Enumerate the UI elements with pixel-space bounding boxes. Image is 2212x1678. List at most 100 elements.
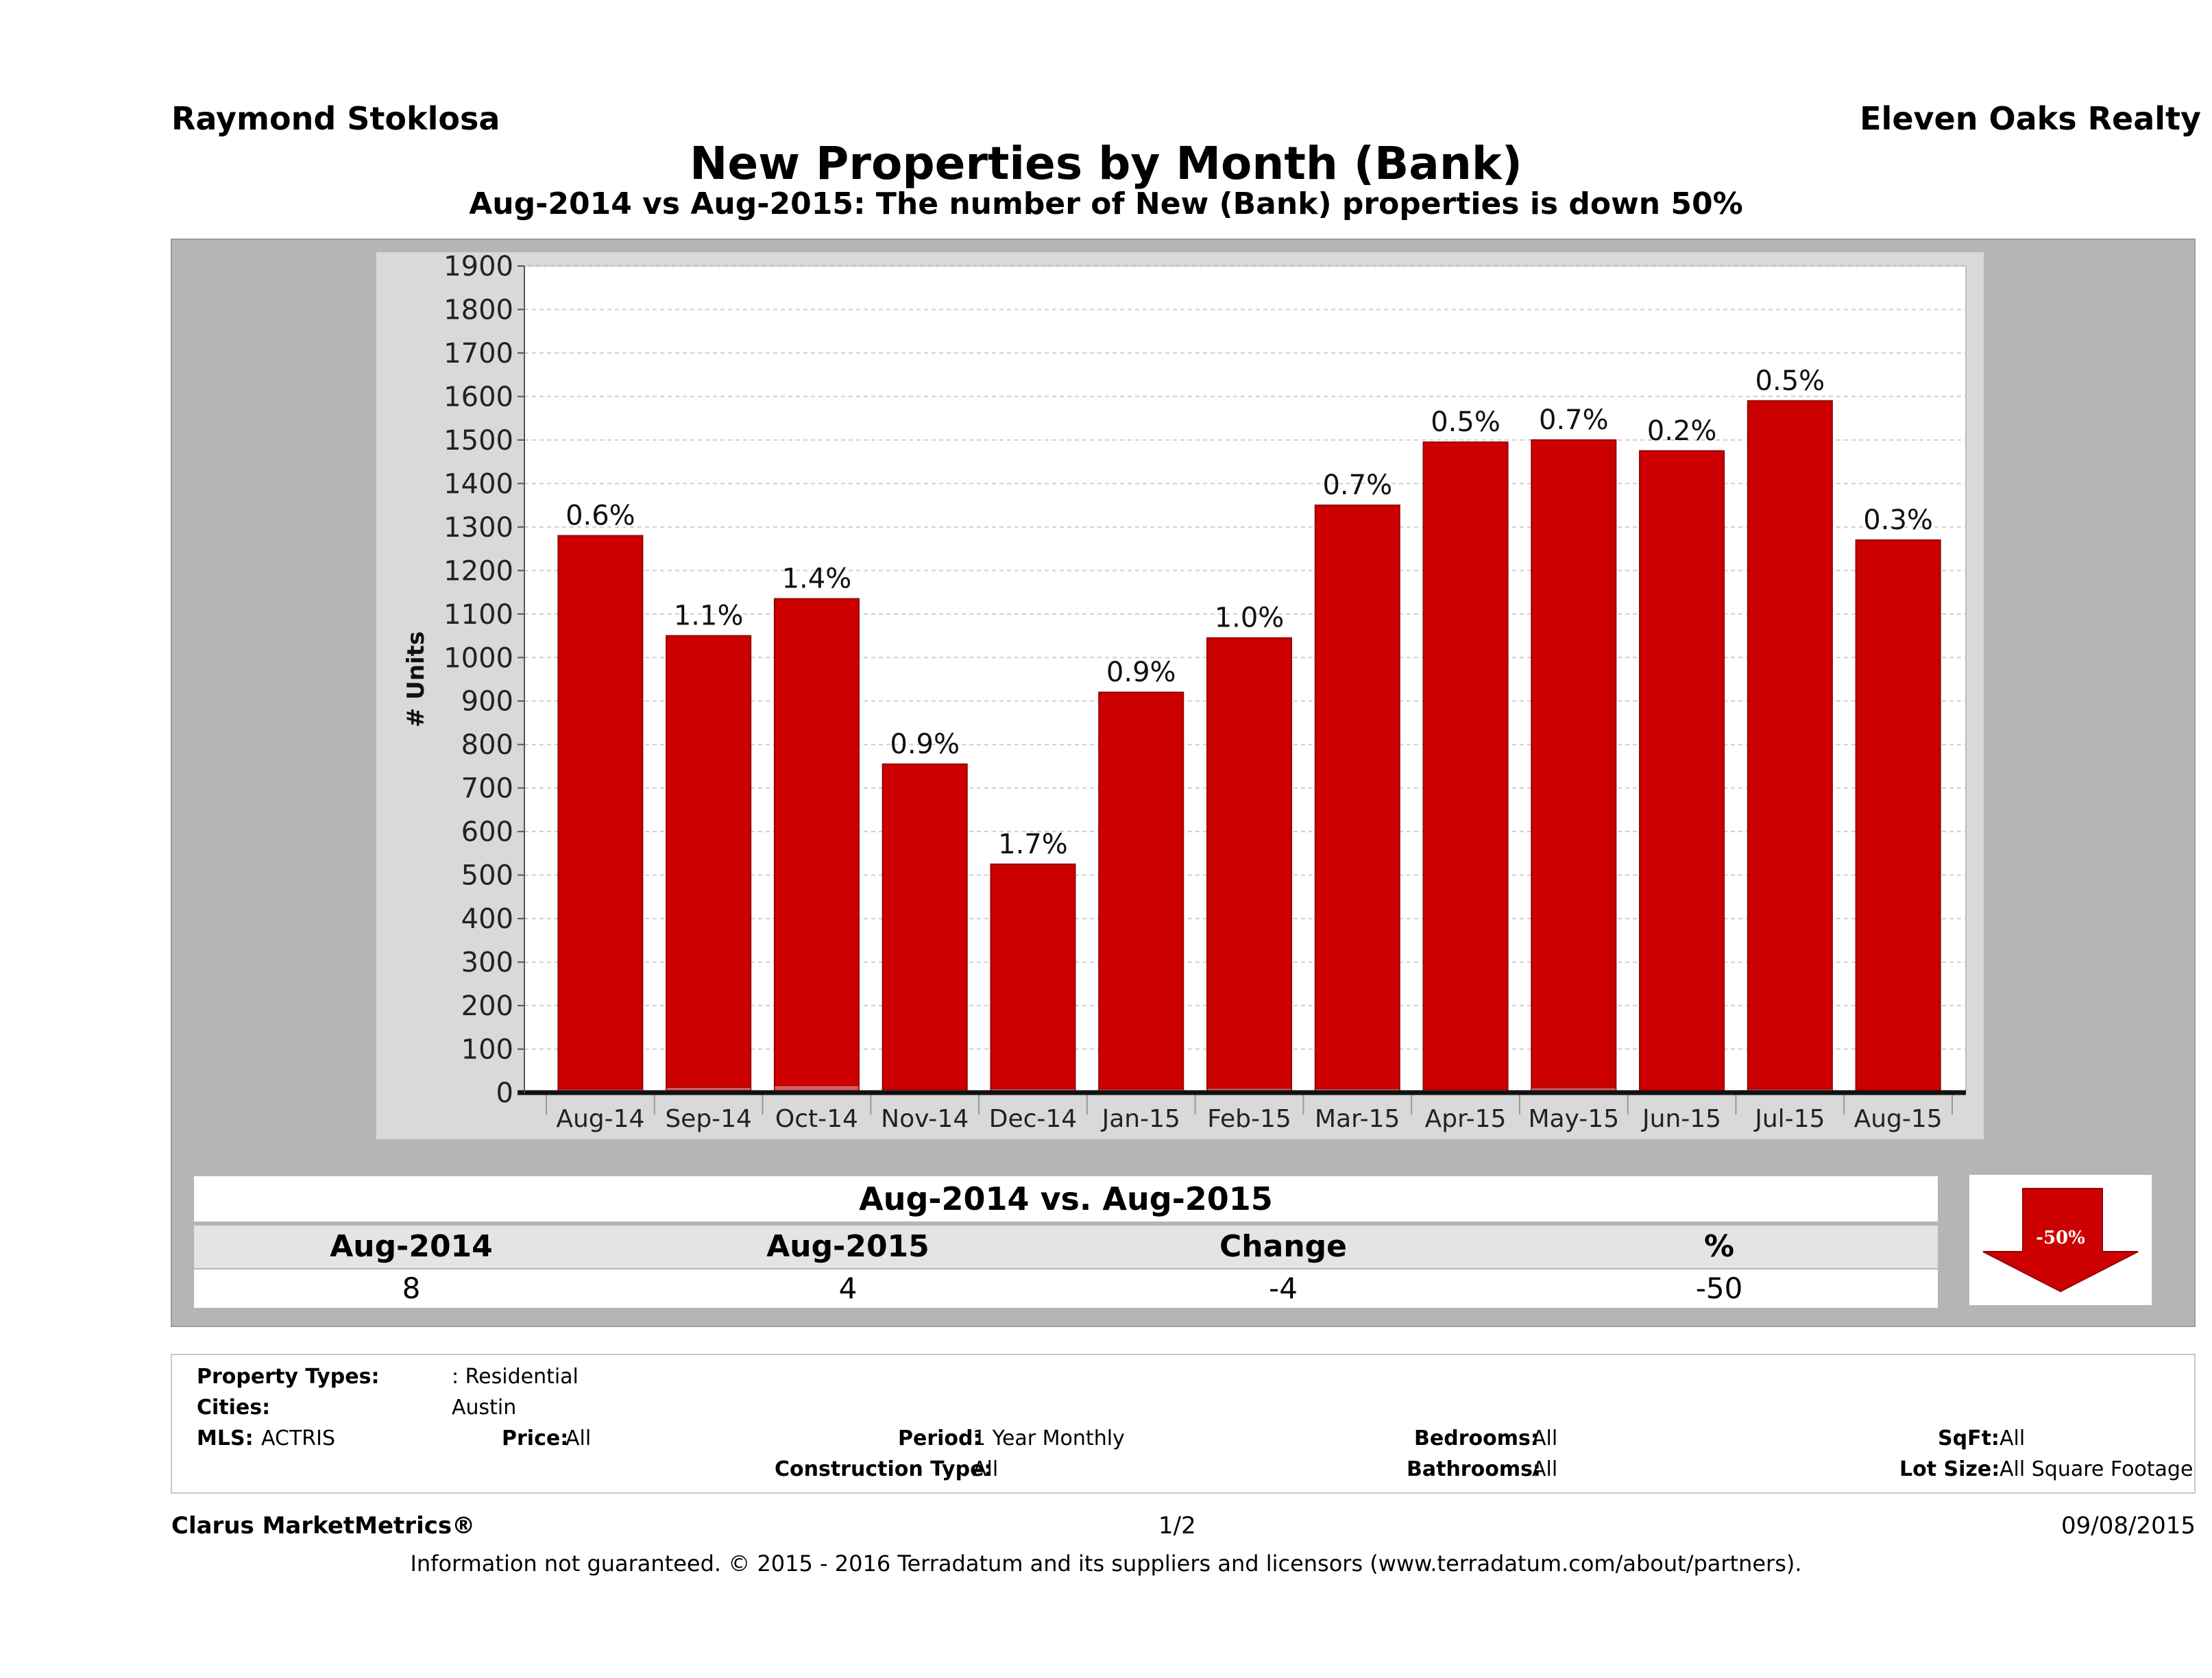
x-tick-label-Jan-15: Jan-15 — [1101, 1105, 1180, 1133]
x-tick-label-Oct-14: Oct-14 — [775, 1105, 858, 1133]
data-label-Aug-14: 0.6% — [566, 500, 635, 532]
criteria-bathrooms-value: All — [1532, 1457, 1558, 1481]
y-tick-label: 1000 — [443, 642, 513, 674]
x-tick-label-Aug-15: Aug-15 — [1854, 1105, 1943, 1133]
y-tick-label: 300 — [461, 947, 513, 979]
comparison-labels-row — [194, 1226, 1938, 1268]
x-tick-label-Dec-14: Dec-14 — [989, 1105, 1077, 1133]
data-label-Apr-15: 0.5% — [1431, 406, 1500, 438]
data-label-Jan-15: 0.9% — [1106, 657, 1176, 688]
criteria-price: Price: — [502, 1426, 569, 1450]
comparison-label-aug-2015: Aug-2015 — [766, 1229, 929, 1264]
agent-name: Raymond Stoklosa — [171, 100, 500, 137]
bar-Feb-15 — [1206, 637, 1293, 1093]
criteria-price-value: All — [566, 1426, 592, 1450]
bar-Nov-14 — [882, 763, 968, 1093]
change-badge: -50% — [1969, 1175, 2152, 1305]
y-tick-label: 500 — [461, 860, 513, 892]
x-tick-label-Apr-15: Apr-15 — [1425, 1105, 1507, 1133]
data-label-Jul-15: 0.5% — [1755, 365, 1825, 397]
criteria-property-types-value: : Residential — [452, 1365, 579, 1389]
comparison-label-change: Change — [1219, 1229, 1347, 1264]
criteria-cities: Cities: — [197, 1396, 271, 1420]
bar-Jun-15 — [1639, 450, 1725, 1093]
down-arrow-icon: -50% — [1982, 1188, 2139, 1293]
y-tick-label: 800 — [461, 729, 513, 761]
criteria-bedrooms-value: All — [1532, 1426, 1558, 1450]
page-number: 1/2 — [1158, 1512, 1196, 1540]
comparison-values-row — [194, 1269, 1938, 1308]
data-label-Feb-15: 1.0% — [1215, 603, 1285, 634]
data-label-May-15: 0.7% — [1539, 404, 1609, 436]
y-tick-label: 100 — [461, 1034, 513, 1066]
y-tick-label: 1500 — [443, 425, 513, 457]
y-tick-label: 400 — [461, 903, 513, 935]
y-tick-label: 1700 — [443, 338, 513, 369]
comparison-label-aug-2014: Aug-2014 — [330, 1229, 493, 1264]
y-tick-label: 900 — [461, 686, 513, 718]
bar-Apr-15 — [1422, 441, 1509, 1093]
bar-Oct-14 — [773, 598, 860, 1093]
data-label-Oct-14: 1.4% — [782, 563, 852, 595]
x-tick-label-Feb-15: Feb-15 — [1207, 1105, 1291, 1133]
y-tick-label: 1800 — [443, 294, 513, 326]
criteria-sqft: SqFt: — [1938, 1426, 2000, 1450]
change-badge-label: -50% — [2036, 1228, 2085, 1248]
x-tick-label-Sep-14: Sep-14 — [665, 1105, 752, 1133]
criteria-lot-size-value: All Square Footage — [2000, 1457, 2193, 1481]
y-tick-label: 0 — [496, 1078, 513, 1109]
criteria-property-types: Property Types: — [197, 1365, 380, 1389]
y-tick-label: 700 — [461, 773, 513, 805]
y-tick-label: 1300 — [443, 512, 513, 544]
company-name: Eleven Oaks Realty — [1860, 100, 2201, 137]
search-criteria — [171, 1354, 2196, 1494]
y-axis-title: # Units — [402, 631, 430, 727]
comparison-value-percent: -50 — [1695, 1272, 1743, 1305]
x-tick-label-Mar-15: Mar-15 — [1315, 1105, 1400, 1133]
comparison-value-change: -4 — [1269, 1272, 1298, 1305]
criteria-construction-value: All — [973, 1457, 999, 1481]
bar-Dec-14 — [990, 863, 1076, 1094]
chart-title: New Properties by Month (Bank) — [690, 137, 1522, 190]
criteria-cities-value: Austin — [452, 1396, 517, 1420]
comparison-value-aug-2015: 4 — [838, 1272, 858, 1305]
x-tick-label-Jul-15: Jul-15 — [1753, 1105, 1825, 1133]
bar-Mar-15 — [1314, 504, 1400, 1093]
y-tick-label: 1400 — [443, 468, 513, 500]
y-tick-label: 1600 — [443, 381, 513, 413]
criteria-lot-size: Lot Size: — [1899, 1457, 2000, 1481]
criteria-bathrooms: Bathrooms: — [1407, 1457, 1541, 1481]
bar-chart: 0 100 200 300 400 500 600 700 800 900 1000 1100 1200… — [402, 252, 1967, 1133]
criteria-period: Period: — [898, 1426, 982, 1450]
y-tick-label: 1100 — [443, 599, 513, 631]
data-label-Aug-15: 0.3% — [1863, 504, 1933, 536]
report-date: 09/08/2015 — [2061, 1512, 2196, 1540]
bar-Aug-14 — [557, 535, 644, 1093]
bar-Jul-15 — [1747, 400, 1833, 1093]
criteria-mls: MLS: — [197, 1426, 254, 1450]
y-tick-label: 200 — [461, 990, 513, 1022]
x-tick-label-Aug-14: Aug-14 — [556, 1105, 644, 1133]
comparison-value-aug-2014: 8 — [402, 1272, 421, 1305]
data-label-Dec-14: 1.7% — [998, 829, 1068, 860]
x-tick-label-May-15: May-15 — [1529, 1105, 1620, 1133]
criteria-construction: Construction Type: — [775, 1457, 993, 1481]
footer-brand: Clarus MarketMetrics® — [171, 1512, 476, 1540]
data-label-Jun-15: 0.2% — [1647, 415, 1717, 447]
y-tick-label: 1200 — [443, 555, 513, 587]
x-tick-label-Jun-15: Jun-15 — [1641, 1105, 1721, 1133]
comparison-title: Aug-2014 vs. Aug-2015 — [859, 1180, 1273, 1217]
comparison-header — [194, 1176, 1938, 1221]
bar-Jan-15 — [1098, 692, 1184, 1093]
criteria-bedrooms: Bedrooms: — [1414, 1426, 1539, 1450]
criteria-period-value: 1 Year Monthly — [973, 1426, 1125, 1450]
data-label-Nov-14: 0.9% — [890, 729, 960, 760]
bar-Aug-15 — [1855, 539, 1941, 1093]
chart-subtitle: Aug-2014 vs Aug-2015: The number of New … — [469, 186, 1743, 221]
y-tick-label: 600 — [461, 816, 513, 848]
criteria-mls-value: ACTRIS — [261, 1426, 336, 1450]
bar-May-15 — [1531, 439, 1617, 1094]
comparison-label-percent: % — [1703, 1229, 1735, 1264]
data-label-Mar-15: 0.7% — [1322, 470, 1392, 501]
bar-Sep-14 — [666, 635, 752, 1093]
